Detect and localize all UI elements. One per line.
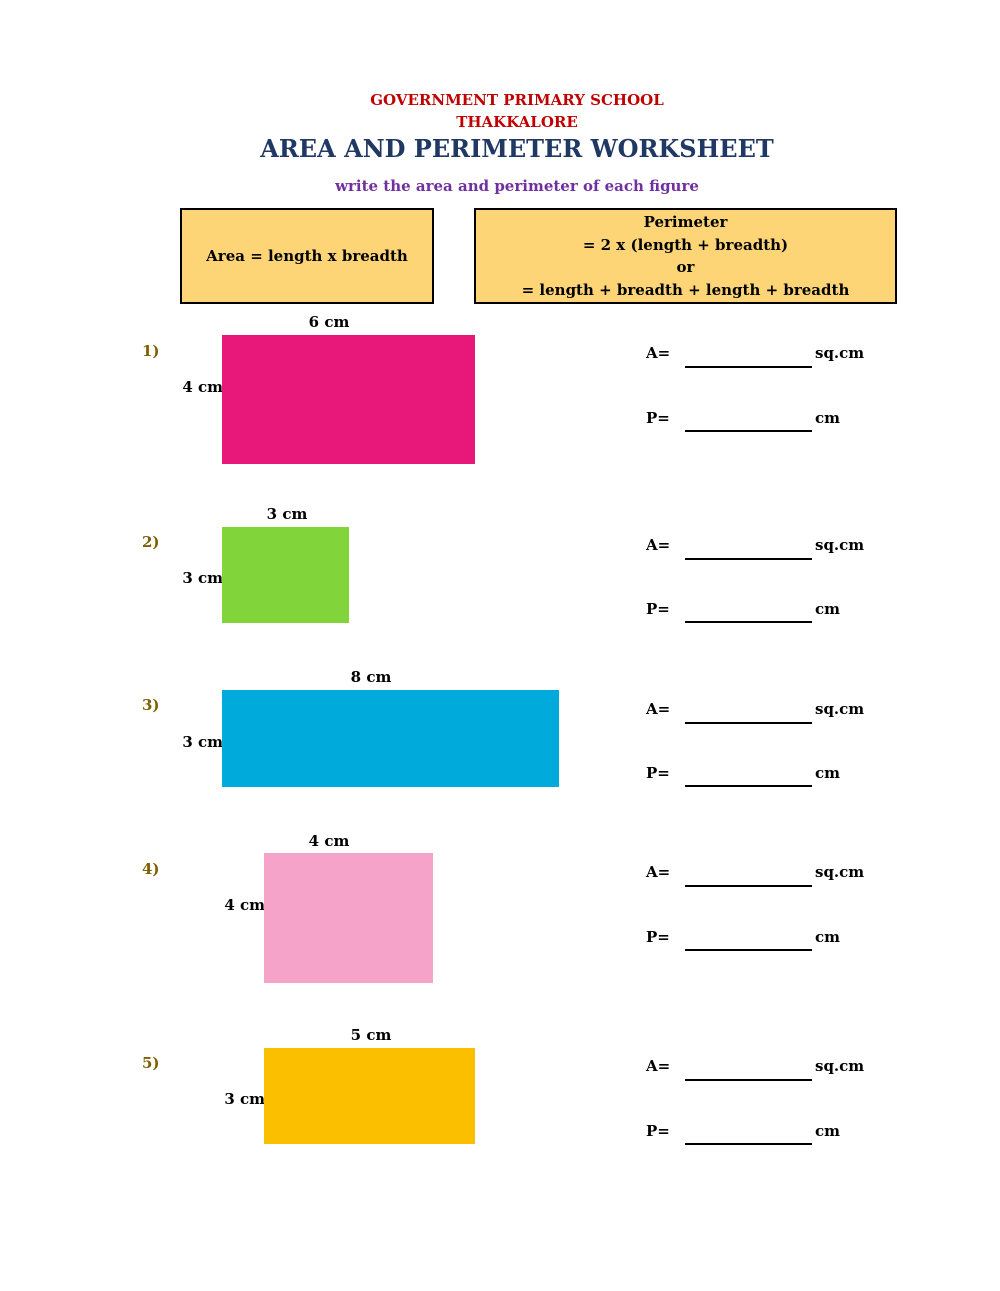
rectangle-figure	[222, 527, 349, 623]
area-prefix: A=	[646, 1057, 671, 1075]
length-label: 3 cm	[266, 505, 308, 523]
length-label: 5 cm	[350, 1026, 392, 1044]
length-label: 8 cm	[350, 668, 392, 686]
perimeter-prefix: P=	[646, 764, 670, 782]
perimeter-answer-blank[interactable]	[685, 785, 812, 787]
perimeter-unit: cm	[815, 409, 841, 427]
perimeter-prefix: P=	[646, 409, 670, 427]
perimeter-unit: cm	[815, 1122, 841, 1140]
area-prefix: A=	[646, 863, 671, 881]
breadth-label: 3 cm	[182, 733, 223, 751]
question-number: 3)	[142, 696, 160, 714]
area-unit: sq.cm	[815, 1057, 865, 1075]
perimeter-unit: cm	[815, 764, 841, 782]
area-answer-blank[interactable]	[685, 885, 812, 887]
length-label: 4 cm	[308, 832, 350, 850]
perimeter-answer-blank[interactable]	[685, 949, 812, 951]
perimeter-formula-box: Perimeter = 2 x (length + breadth) or = …	[474, 208, 897, 304]
perimeter-unit: cm	[815, 600, 841, 618]
school-name: GOVERNMENT PRIMARY SCHOOL	[370, 91, 664, 109]
length-label: 6 cm	[308, 313, 350, 331]
area-answer-blank[interactable]	[685, 558, 812, 560]
breadth-label: 3 cm	[182, 569, 223, 587]
area-formula: Area = length x breadth	[206, 246, 408, 265]
question-number: 1)	[142, 342, 160, 360]
perimeter-formula-1: = 2 x (length + breadth)	[582, 235, 789, 254]
perimeter-prefix: P=	[646, 600, 670, 618]
question-number: 4)	[142, 860, 160, 878]
area-prefix: A=	[646, 536, 671, 554]
school-place: THAKKALORE	[456, 113, 578, 131]
question-number: 5)	[142, 1054, 160, 1072]
perimeter-or: or	[676, 258, 695, 276]
breadth-label: 4 cm	[224, 896, 265, 914]
area-formula-box: Area = length x breadth	[180, 208, 434, 304]
area-unit: sq.cm	[815, 863, 865, 881]
area-answer-blank[interactable]	[685, 722, 812, 724]
perimeter-prefix: P=	[646, 928, 670, 946]
worksheet-title: AREA AND PERIMETER WORKSHEET	[260, 134, 774, 163]
rectangle-figure	[264, 1048, 475, 1144]
breadth-label: 3 cm	[224, 1090, 265, 1108]
question-number: 2)	[142, 533, 160, 551]
rectangle-figure	[264, 853, 433, 983]
area-prefix: A=	[646, 344, 671, 362]
perimeter-answer-blank[interactable]	[685, 1143, 812, 1145]
perimeter-formula-2: = length + breadth + length + breadth	[521, 280, 850, 299]
perimeter-answer-blank[interactable]	[685, 621, 812, 623]
breadth-label: 4 cm	[182, 378, 223, 396]
perimeter-heading: Perimeter	[643, 213, 728, 231]
rectangle-figure	[222, 690, 559, 787]
area-unit: sq.cm	[815, 700, 865, 718]
instruction: write the area and perimeter of each fig…	[335, 177, 699, 195]
perimeter-unit: cm	[815, 928, 841, 946]
rectangle-figure	[222, 335, 475, 464]
area-answer-blank[interactable]	[685, 366, 812, 368]
area-unit: sq.cm	[815, 536, 865, 554]
area-unit: sq.cm	[815, 344, 865, 362]
perimeter-answer-blank[interactable]	[685, 430, 812, 432]
area-answer-blank[interactable]	[685, 1079, 812, 1081]
area-prefix: A=	[646, 700, 671, 718]
perimeter-prefix: P=	[646, 1122, 670, 1140]
